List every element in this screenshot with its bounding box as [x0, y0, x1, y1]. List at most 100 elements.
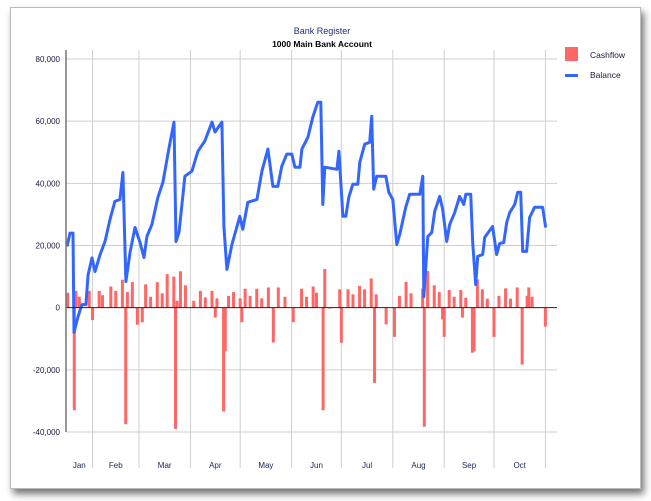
cashflow-bar [492, 307, 496, 337]
cashflow-bar [160, 293, 164, 308]
cashflow-bar [422, 307, 426, 427]
cashflow-bar [437, 292, 441, 308]
cashflow-bar [515, 287, 519, 308]
cashflow-bar [271, 307, 275, 343]
cashflow-bar [238, 298, 242, 308]
legend: Cashflow Balance [565, 47, 626, 80]
cashflow-bar [323, 269, 327, 308]
cashflow-bar [260, 298, 264, 308]
cashflow-bar [351, 294, 355, 308]
cashflow-bar [447, 289, 451, 308]
cashflow-bar [305, 296, 309, 308]
cashflow-bar [520, 307, 524, 365]
cashflow-bar [276, 287, 280, 308]
x-tick-label: Sep [462, 461, 477, 470]
cashflow-bar [124, 307, 128, 425]
x-tick-label: Oct [513, 461, 526, 470]
y-tick-label: 0 [56, 304, 61, 313]
cashflow-bar [74, 290, 78, 308]
legend-swatch-balance [565, 74, 578, 77]
cashflow-bar [97, 290, 101, 308]
balance-line [65, 100, 548, 334]
y-tick-label: -20,000 [33, 366, 61, 375]
cashflow-bar [460, 307, 464, 318]
gridlines [66, 50, 557, 468]
y-tick-label: -40,000 [33, 428, 61, 437]
cashflow-bars [66, 269, 547, 429]
cashflow-bar [321, 307, 325, 411]
cashflow-bar [421, 288, 425, 308]
cashflow-bar [210, 290, 214, 308]
cashflow-bar [178, 271, 182, 308]
cashflow-bar [283, 296, 287, 308]
cashflow-bar [480, 289, 484, 308]
cashflow-bar [255, 288, 259, 308]
cashflow-bar [384, 307, 388, 325]
cashflow-bar [91, 307, 95, 321]
cashflow-bar [72, 307, 76, 411]
cashflow-bar [392, 307, 396, 337]
x-tick-label: Feb [109, 461, 123, 470]
x-tick-label: Apr [209, 461, 222, 470]
cashflow-bar [87, 290, 91, 308]
cashflow-bar [530, 296, 534, 308]
cashflow-bar [232, 292, 236, 308]
cashflow-bar [452, 296, 456, 308]
cashflow-bar [314, 292, 318, 308]
cashflow-bar [459, 289, 463, 308]
cashflow-bar [192, 300, 196, 308]
cashflow-bar [426, 270, 430, 308]
cashflow-bar [311, 286, 315, 308]
chart-window [10, 7, 641, 489]
cashflow-bar [227, 295, 231, 308]
x-tick-label: Jul [362, 461, 372, 470]
cashflow-bar [198, 290, 202, 308]
cashflow-bar [223, 307, 227, 352]
cashflow-bar [215, 298, 219, 308]
cashflow-bar [149, 296, 153, 308]
cashflow-bar [172, 276, 176, 308]
cashflow-bar [527, 287, 531, 308]
cashflow-bar [441, 307, 445, 320]
cashflow-bar [66, 292, 70, 308]
cashflow-bar [432, 285, 436, 308]
cashflow-bar [175, 300, 179, 308]
cashflow-bar [464, 297, 468, 308]
cashflow-bar [525, 295, 529, 308]
y-tick-label: 20,000 [36, 242, 61, 251]
legend-swatch-cashflow [565, 47, 578, 61]
chart-title: Bank Register [294, 26, 351, 36]
x-tick-label: Aug [411, 461, 425, 470]
cashflow-bar [497, 295, 501, 308]
cashflow-bar [144, 284, 148, 308]
x-tick-label: Mar [158, 461, 172, 470]
y-tick-label: 80,000 [36, 55, 61, 64]
cashflow-bar [339, 307, 343, 343]
cashflow-bar [114, 290, 118, 308]
cashflow-bar [485, 298, 489, 308]
cashflow-bar [248, 295, 252, 308]
cashflow-bar [140, 307, 144, 323]
legend-label-balance: Balance [590, 70, 621, 80]
cashflow-bar [442, 307, 446, 337]
cashflow-bar [173, 307, 177, 429]
cashflow-bar [373, 307, 377, 383]
cashflow-bar [358, 285, 362, 308]
cashflow-bar [374, 294, 378, 308]
cashflow-bar [155, 282, 159, 308]
cashflow-bar [203, 297, 207, 308]
cashflow-bar [240, 307, 244, 323]
y-tick-label: 40,000 [36, 179, 61, 188]
cashflow-bar [165, 274, 169, 308]
cashflow-bar [346, 289, 350, 308]
x-tick-label: Jan [73, 461, 86, 470]
cashflow-bar [300, 288, 304, 308]
cashflow-bar [338, 289, 342, 308]
cashflow-bar [409, 293, 413, 308]
cashflow-bar [504, 288, 508, 308]
y-tick-label: 60,000 [36, 117, 61, 126]
cashflow-bar [470, 307, 474, 353]
cashflow-bar [266, 287, 270, 308]
cashflow-bar [472, 307, 476, 352]
